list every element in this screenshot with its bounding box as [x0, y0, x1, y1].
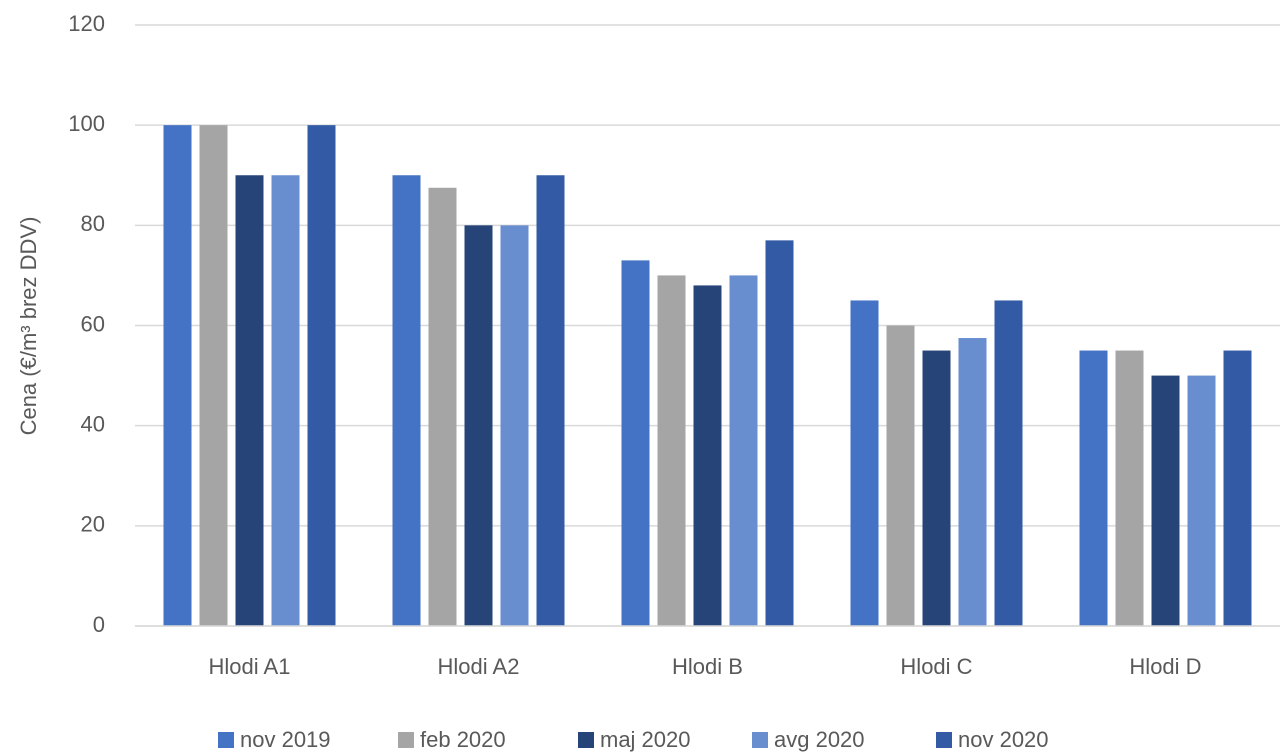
bar: [163, 125, 192, 627]
y-tick-label: 20: [81, 512, 105, 537]
legend-swatch: [218, 732, 234, 748]
bar: [1079, 350, 1108, 626]
bar: [307, 125, 336, 627]
bar: [850, 300, 879, 626]
y-tick-label: 0: [93, 612, 105, 637]
bar: [922, 350, 951, 626]
x-tick-label: Hlodi C: [900, 654, 972, 679]
bar: [886, 325, 915, 626]
bar: [199, 125, 228, 627]
legend-label: nov 2020: [958, 727, 1049, 752]
legend-swatch: [936, 732, 952, 748]
bar: [994, 300, 1023, 626]
bar: [958, 338, 987, 626]
bar: [1151, 375, 1180, 626]
y-axis-label: Cena (€/m³ brez DDV): [16, 217, 41, 436]
legend-swatch: [398, 732, 414, 748]
legend-label: avg 2020: [774, 727, 865, 752]
bar: [765, 240, 794, 626]
x-tick-label: Hlodi D: [1129, 654, 1201, 679]
bar: [1187, 375, 1216, 626]
bar: [693, 285, 722, 626]
bar: [464, 225, 493, 627]
legend-swatch: [752, 732, 768, 748]
bar: [621, 260, 650, 626]
legend-label: maj 2020: [600, 727, 691, 752]
y-tick-label: 80: [81, 211, 105, 236]
bar: [428, 187, 457, 627]
bar: [729, 275, 758, 626]
bar: [235, 175, 264, 626]
bar: [536, 175, 565, 626]
y-tick-label: 120: [68, 11, 105, 36]
legend-label: nov 2019: [240, 727, 331, 752]
y-tick-label: 60: [81, 311, 105, 336]
legend-swatch: [578, 732, 594, 748]
bar: [271, 175, 300, 626]
y-tick-label: 40: [81, 411, 105, 436]
x-tick-label: Hlodi A1: [209, 654, 291, 679]
x-tick-label: Hlodi A2: [438, 654, 520, 679]
y-tick-label: 100: [68, 111, 105, 136]
legend-label: feb 2020: [420, 727, 506, 752]
bar: [657, 275, 686, 626]
bar: [500, 225, 529, 627]
x-tick-label: Hlodi B: [672, 654, 743, 679]
bar: [392, 175, 421, 626]
bar: [1115, 350, 1144, 626]
bar: [1223, 350, 1252, 626]
